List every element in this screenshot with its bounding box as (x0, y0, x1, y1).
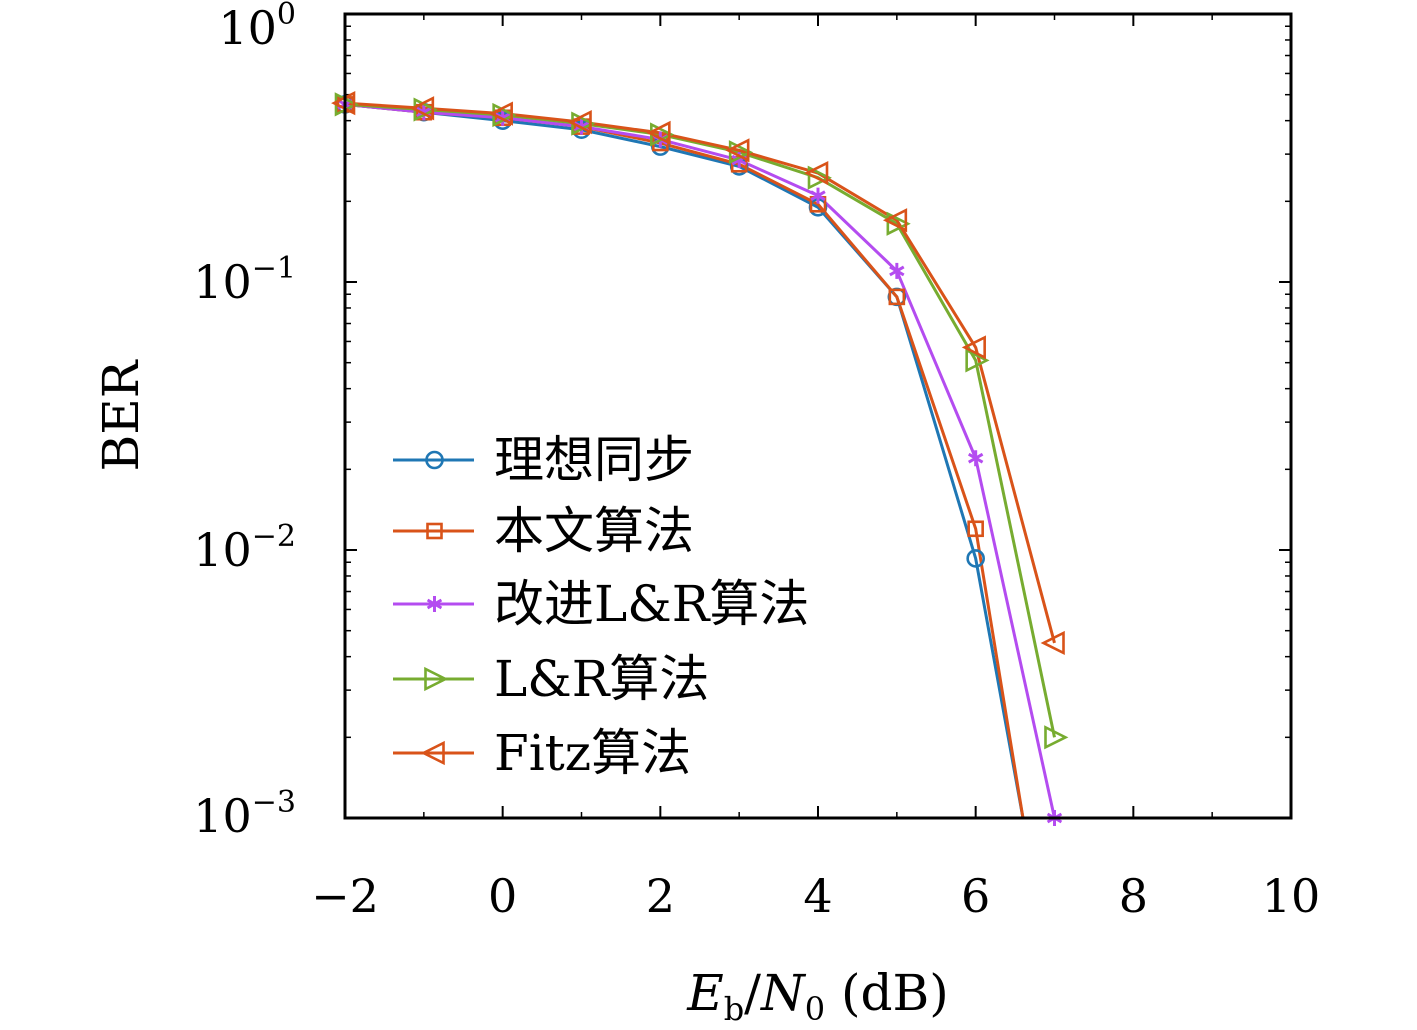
data-point (804, 160, 829, 186)
data-point (1044, 725, 1069, 750)
x-tick-label: 4 (803, 869, 832, 923)
series-line-2 (345, 102, 1056, 818)
x-tick-label: 10 (1262, 869, 1321, 923)
legend-item: Fitz算法 (393, 724, 691, 782)
data-point (646, 120, 671, 146)
legend-marker (425, 450, 444, 470)
legend-marker (420, 740, 445, 766)
marker-layer (331, 91, 1069, 826)
data-point (882, 208, 908, 233)
x-axis-label: Eb/N0 (dB) (686, 964, 949, 1028)
y-tick-label: 10−3 (193, 785, 296, 843)
legend-item: L&R算法 (393, 650, 709, 708)
x-tick-label: 2 (646, 869, 675, 923)
y-tick-label: 10−1 (193, 251, 296, 309)
data-point (961, 335, 986, 360)
data-point (967, 450, 984, 467)
x-tick-label: 6 (961, 869, 990, 923)
y-tick-label: 100 (218, 0, 296, 55)
data-point (886, 211, 911, 236)
legend-label: 改进L&R算法 (494, 575, 809, 633)
legend-item: 理想同步 (393, 431, 694, 489)
y-tick-labels: 100 10−1 10−2 10−3 (193, 0, 296, 843)
data-point (965, 348, 990, 373)
plot-frame (343, 12, 1293, 820)
x-tick-labels: −2 0 2 4 6 8 10 (311, 869, 1320, 923)
legend-label: 理想同步 (494, 431, 694, 489)
data-point (725, 138, 750, 163)
legend-item: 改进L&R算法 (393, 575, 809, 633)
data-point (810, 187, 826, 204)
legend-marker (424, 666, 449, 692)
data-point (966, 549, 985, 568)
legend-item: 本文算法 (393, 502, 694, 560)
data-point (409, 96, 435, 121)
x-tick-label: 0 (488, 869, 517, 923)
data-point (567, 110, 592, 135)
legend-marker (426, 522, 443, 540)
data-point (807, 165, 832, 190)
series-line-4 (345, 101, 1056, 644)
legend-marker (426, 596, 443, 612)
series-layer (345, 101, 1056, 818)
y-axis-label: BER (92, 359, 150, 471)
x-tick-label: 8 (1119, 869, 1148, 923)
data-point (889, 262, 905, 279)
y-tick-label: 10−2 (193, 519, 296, 577)
data-point (888, 288, 906, 306)
data-point (1040, 630, 1065, 656)
data-point (488, 101, 513, 126)
legend-label: 本文算法 (494, 502, 694, 560)
x-tick-label: −2 (311, 869, 379, 923)
data-point (967, 520, 984, 538)
plot-area (345, 14, 1291, 818)
legend-label: L&R算法 (494, 650, 709, 708)
legend-label: Fitz算法 (494, 724, 691, 782)
